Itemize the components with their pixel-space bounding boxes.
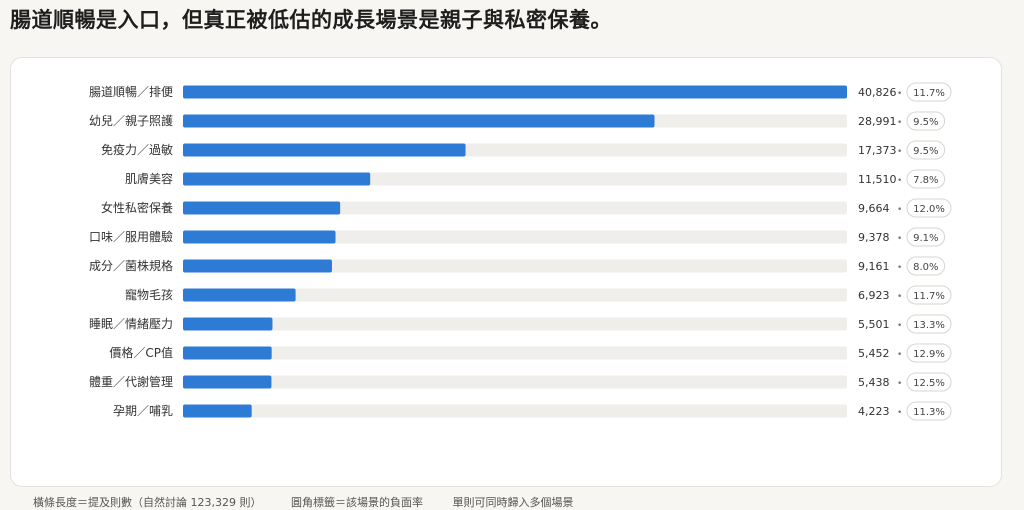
category-label: 肌膚美容 [125,171,173,186]
separator-dot: • [897,176,902,186]
bar [183,85,847,99]
category-label: 幼兒／親子照護 [89,113,173,128]
value-label: 4,223 [858,405,890,418]
separator-dot: • [897,292,902,302]
category-label: 孕期／哺乳 [113,404,173,418]
negative-rate-label: 12.0% [913,204,945,215]
negative-rate-pill [906,140,946,160]
negative-rate-label: 9.1% [913,233,938,244]
bar-track [183,375,847,389]
category-label: 體重／代謝管理 [89,374,173,389]
negative-rate-pill [906,314,952,334]
value-label: 17,373 [858,144,897,157]
bar [183,143,466,157]
bar-track [183,201,847,215]
bar-track [183,230,847,244]
chart-footnote: 橫條長度＝提及則數（自然討論 123,329 則） 圓角標籤＝該場景的負面率 單… [33,494,599,510]
negative-rate-pill [906,82,952,102]
separator-dot: • [897,408,902,418]
bar-track [183,317,847,331]
chart-card: 腸道順暢／排便 40,826 • 11.7% 幼兒／親子照護 28,991 • 9.5% 免疫力… [10,57,1002,509]
value-label: 40,826 [858,86,897,99]
bar-track [183,346,847,360]
bar-track [183,259,847,273]
value-label: 5,438 [858,376,890,389]
separator-dot: • [897,234,902,244]
bar-track [183,404,847,418]
bar [183,346,272,360]
bar [183,230,336,244]
negative-rate-pill [906,285,952,305]
negative-rate-pill [906,401,952,421]
negative-rate-pill [906,111,946,131]
bar [183,201,341,215]
bar [183,288,296,302]
bar [183,317,273,331]
category-label: 睡眠／情緒壓力 [89,316,173,331]
negative-rate-pill [906,227,946,247]
category-label: 價格／CP值 [109,345,173,360]
separator-dot: • [897,350,902,360]
category-label: 口味／服用體驗 [89,230,173,244]
bar [183,404,252,418]
bar [183,259,332,273]
negative-rate-label: 11.7% [913,88,945,99]
value-label: 5,452 [858,347,890,360]
value-label: 9,161 [858,260,890,273]
bar [183,172,371,186]
value-label: 5,501 [858,318,890,331]
negative-rate-label: 9.5% [913,117,938,128]
footnote-bar-length: 橫條長度＝提及則數（自然討論 123,329 則） [33,496,262,509]
category-label: 腸道順暢／排便 [89,85,173,99]
bar-chart: 腸道順暢／排便 40,826 • 11.7%幼兒／親子照護 28,991 • 9.5%免疫力… [89,82,952,421]
value-label: 6,923 [858,289,890,302]
negative-rate-label: 11.3% [913,407,945,418]
negative-rate-pill [906,169,946,189]
separator-dot: • [897,263,902,273]
separator-dot: • [897,147,902,157]
separator-dot: • [897,118,902,128]
value-label: 9,378 [858,231,890,244]
negative-rate-label: 12.5% [913,378,945,389]
category-label: 免疫力／過敏 [101,142,173,157]
separator-dot: • [897,205,902,215]
footnote-multi: 單則可同時歸入多個場景 [452,496,574,509]
bar [183,114,655,128]
negative-rate-label: 9.5% [913,146,938,157]
negative-rate-label: 12.9% [913,349,945,360]
negative-rate-label: 7.8% [913,175,938,186]
separator-dot: • [897,89,902,99]
value-label: 9,664 [858,202,890,215]
negative-rate-pill [906,343,952,363]
category-label: 女性私密保養 [101,200,173,215]
value-label: 28,991 [858,115,897,128]
category-label: 寵物毛孩 [125,287,173,302]
bar [183,375,272,389]
negative-rate-pill [906,372,952,392]
separator-dot: • [897,321,902,331]
negative-rate-pill [906,198,952,218]
negative-rate-label: 11.7% [913,291,945,302]
value-label: 11,510 [858,173,897,186]
negative-rate-label: 13.3% [913,320,945,331]
negative-rate-pill [906,256,946,276]
bar-track [183,288,847,302]
negative-rate-label: 8.0% [913,262,938,273]
page-title: 腸道順暢是入口，但真正被低估的成長場景是親子與私密保養。 [10,8,612,32]
category-label: 成分／菌株規格 [89,258,173,273]
footnote-pill: 圓角標籤＝該場景的負面率 [290,496,423,509]
separator-dot: • [897,379,902,389]
